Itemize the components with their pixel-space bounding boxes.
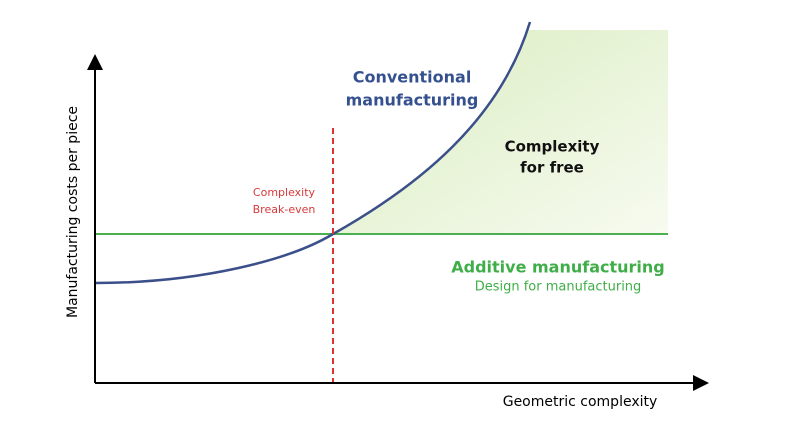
additive-label: Additive manufacturing [451,258,665,277]
break-even-label: Break-even [253,203,316,216]
break-even-label: Complexity [253,186,316,199]
conventional-label: Conventional [353,68,472,87]
free-label: for free [520,159,584,177]
x-axis-label: Geometric complexity [503,394,658,410]
additive-sublabel: Design for manufacturing [475,280,642,295]
free-area [333,30,668,234]
free-label: Complexity [505,138,600,156]
y-axis-label: Manufacturing costs per piece [65,106,81,318]
conventional-label: manufacturing [346,91,479,110]
